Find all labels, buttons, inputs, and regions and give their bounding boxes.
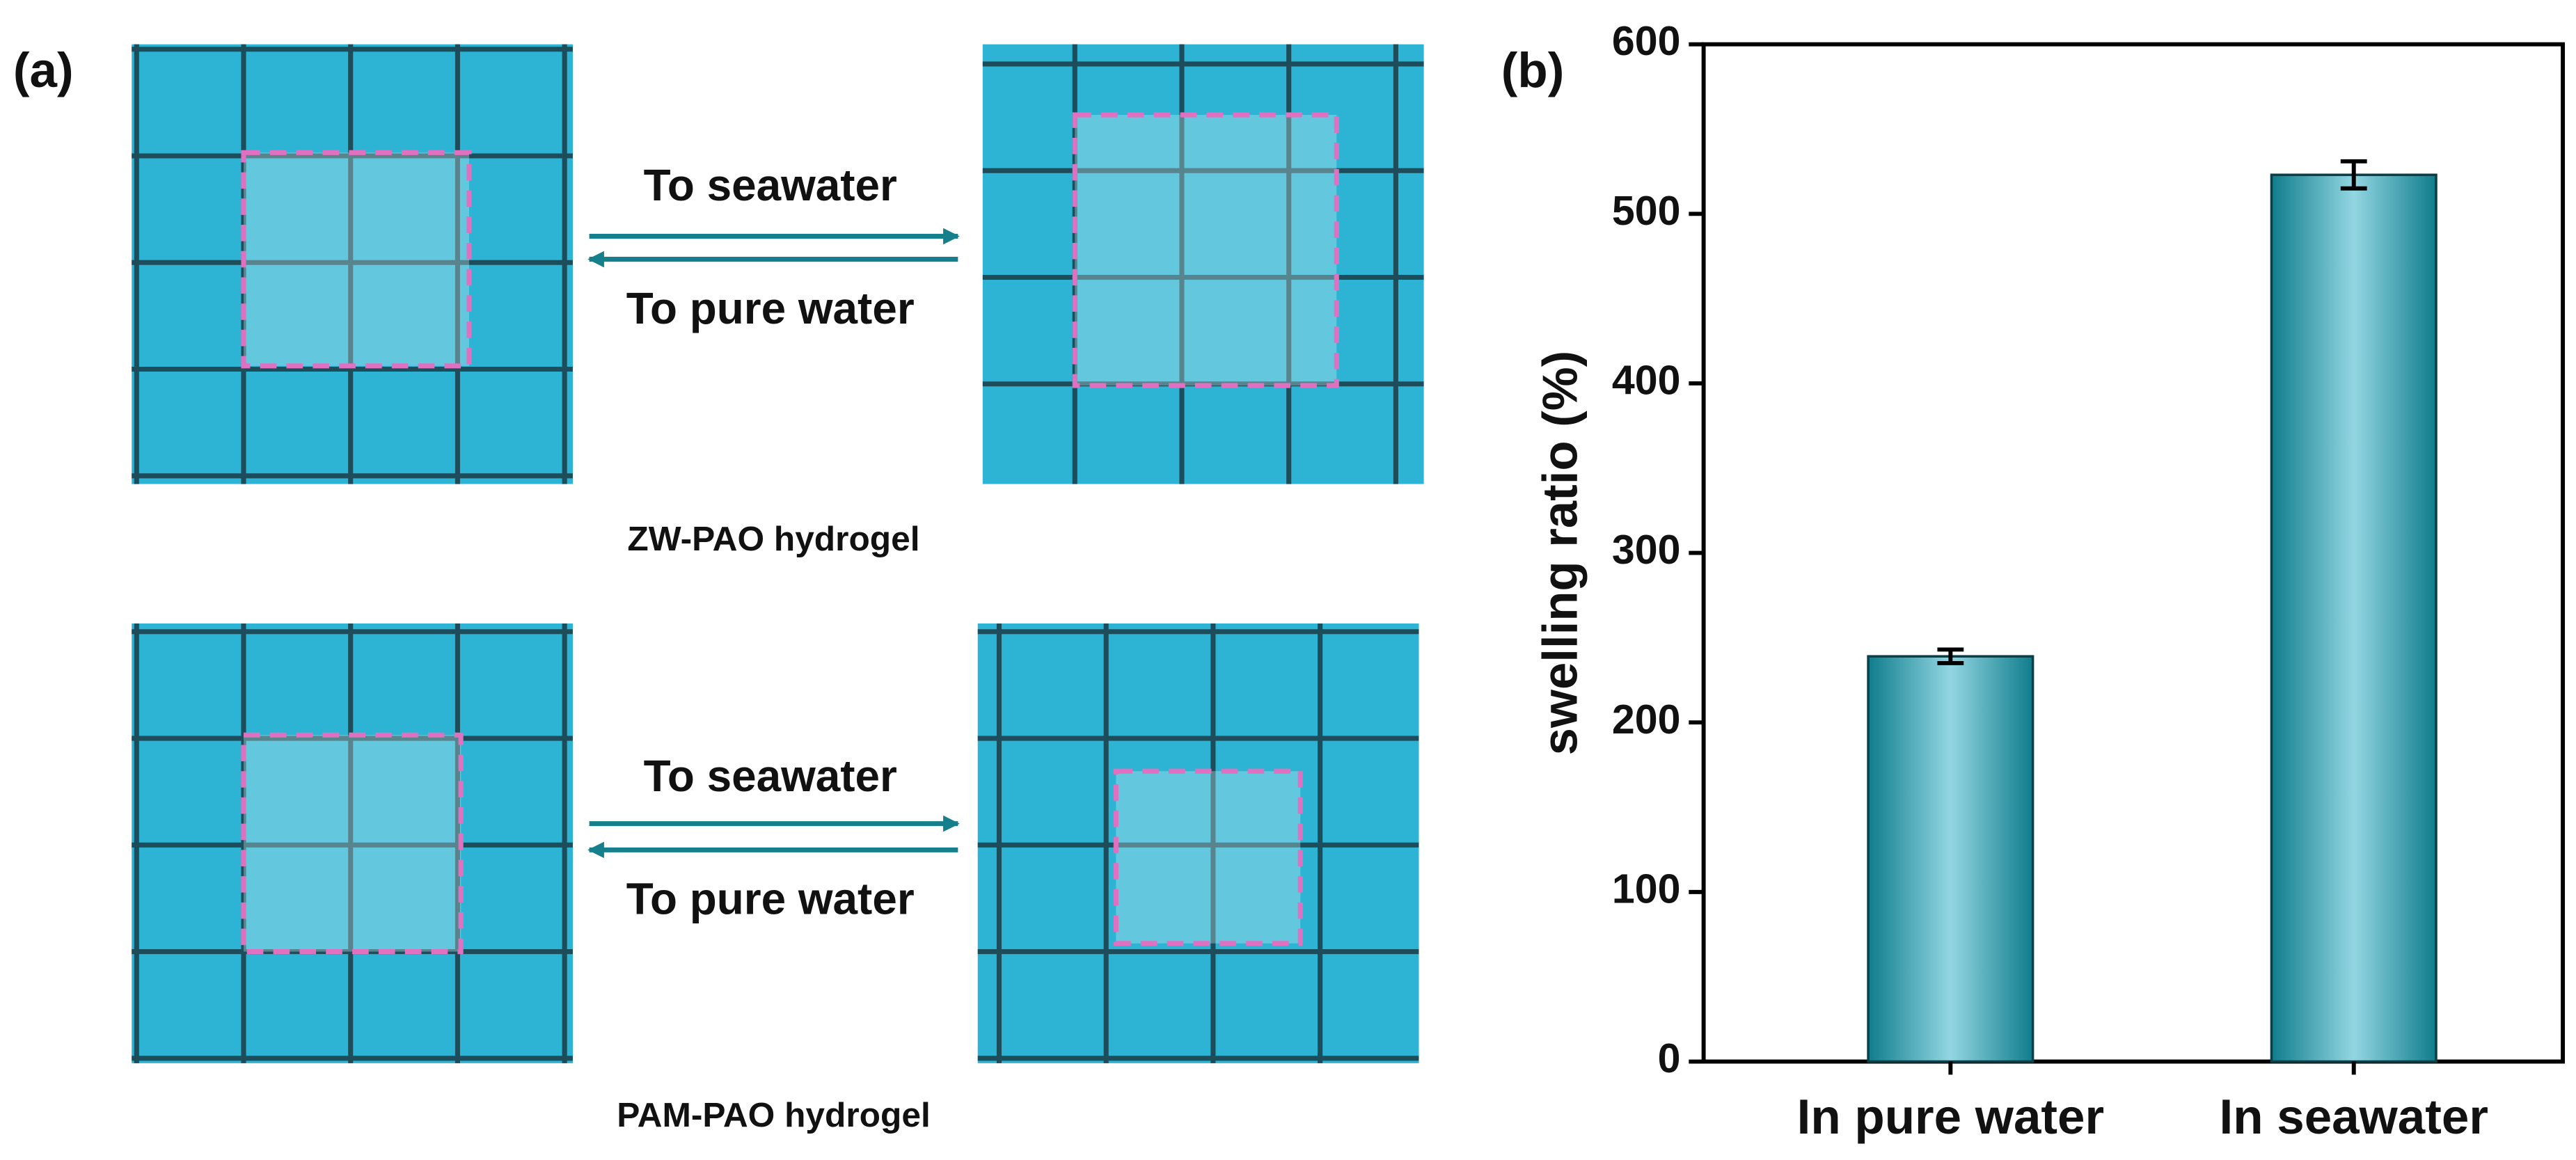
photos: [132, 44, 1424, 1063]
arrow-label: To seawater: [644, 751, 897, 801]
y-tick-label: 0: [1658, 1035, 1681, 1081]
x-tick-label: In seawater: [2220, 1090, 2488, 1145]
arrows: [587, 228, 960, 859]
hydrogel: [241, 732, 464, 955]
hydrogel: [1072, 112, 1339, 388]
caption: ZW-PAO hydrogel: [627, 519, 919, 558]
x-tick-label: In pure water: [1797, 1090, 2104, 1145]
y-tick-label: 200: [1612, 697, 1681, 742]
panel-label: (a): [13, 43, 74, 98]
bar: [2270, 173, 2437, 1063]
y-axis-label: swelling ratio (%): [1533, 351, 1588, 756]
y-tick-label: 100: [1612, 866, 1681, 912]
arrow-label: To seawater: [644, 160, 897, 210]
hydrogel: [241, 150, 472, 369]
arrow-label: To pure water: [626, 874, 915, 924]
y-tick-label: 300: [1612, 527, 1681, 573]
photo: [982, 44, 1424, 484]
y-tick-label: 400: [1612, 358, 1681, 404]
hydrogel: [1113, 768, 1303, 946]
caption: PAM-PAO hydrogel: [617, 1095, 931, 1134]
panel-label: (b): [1501, 43, 1565, 98]
arrow-label: To pure water: [626, 283, 915, 333]
y-tick-label: 600: [1612, 18, 1681, 64]
bar: [1867, 655, 2034, 1063]
y-tick-label: 500: [1612, 188, 1681, 234]
